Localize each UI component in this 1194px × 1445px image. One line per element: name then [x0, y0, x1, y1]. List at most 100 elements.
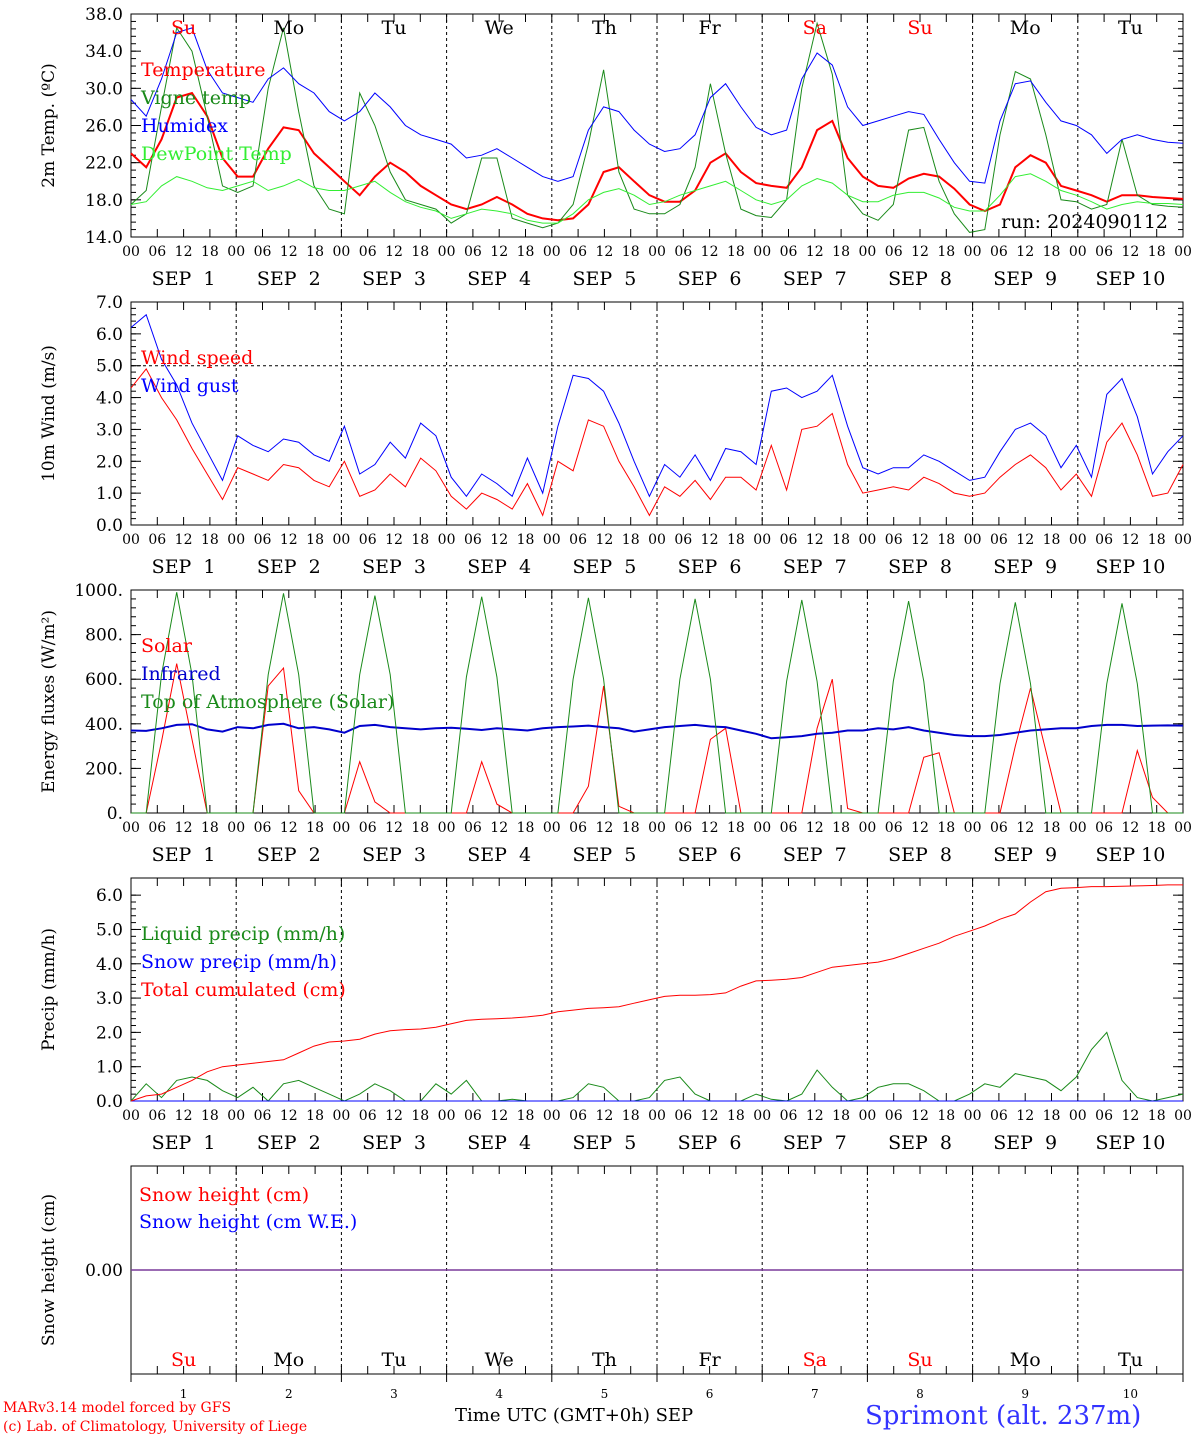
y-tick-label: 0.00 — [85, 1261, 123, 1281]
date-label: SEP 3 — [362, 1132, 426, 1154]
series-line-wind-speed — [130, 367, 1184, 517]
hour-tick-label: 12 — [175, 244, 193, 260]
date-label: SEP 10 — [1095, 844, 1165, 866]
hour-tick-label: 06 — [254, 244, 272, 260]
hour-tick-label: 12 — [595, 820, 613, 836]
weekday-label-top: Tu — [382, 17, 407, 39]
weekday-label-top: Tu — [1118, 17, 1143, 39]
weekday-label-bottom: Su — [907, 1349, 932, 1371]
hour-tick-label: 00 — [1174, 1108, 1192, 1124]
legend-entry: Snow precip (mm/h) — [141, 951, 337, 973]
hour-tick-label: 06 — [885, 820, 903, 836]
hour-tick-label: 00 — [1069, 244, 1087, 260]
date-label: SEP 8 — [888, 268, 952, 290]
hour-tick-label: 12 — [806, 244, 824, 260]
hour-tick-label: 12 — [280, 1108, 298, 1124]
hour-tick-label: 00 — [964, 1108, 982, 1124]
hour-tick-label: 12 — [595, 532, 613, 548]
hour-tick-label: 12 — [280, 244, 298, 260]
hour-tick-label: 00 — [1174, 532, 1192, 548]
day-number-label: 3 — [390, 1387, 398, 1401]
hour-tick-label: 06 — [148, 1108, 166, 1124]
hour-tick-label: 18 — [306, 820, 324, 836]
y-tick-label: 3.0 — [96, 989, 123, 1009]
hour-tick-label: 18 — [411, 820, 429, 836]
hour-tick-label: 06 — [464, 1108, 482, 1124]
hour-tick-label: 18 — [1148, 820, 1166, 836]
legend-entry: DewPoint Temp — [141, 143, 292, 165]
panel-2: 0.0 1.0 2.0 3.0 4.0 5.0 6.0 7.0 10m Wind (m/s) Wi… — [39, 293, 1192, 578]
hour-tick-label: 18 — [1043, 244, 1061, 260]
hour-tick-label: 12 — [806, 532, 824, 548]
y-tick-label: 4.0 — [96, 389, 123, 409]
hour-tick-label: 00 — [332, 244, 350, 260]
hour-tick-label: 18 — [622, 244, 640, 260]
hour-tick-label: 18 — [1043, 532, 1061, 548]
hour-tick-label: 06 — [569, 532, 587, 548]
y-axis-label: Snow height (cm) — [39, 1194, 59, 1346]
hour-tick-label: 00 — [227, 820, 245, 836]
date-label: SEP 2 — [257, 556, 321, 578]
hour-tick-label: 00 — [543, 820, 561, 836]
hour-tick-label: 18 — [727, 1108, 745, 1124]
legend-entry: Total cumulated (cm) — [141, 979, 346, 1001]
y-tick-label: 0.0 — [96, 516, 123, 536]
hour-tick-label: 00 — [753, 1108, 771, 1124]
hour-tick-label: 06 — [464, 244, 482, 260]
hour-tick-label: 18 — [1148, 1108, 1166, 1124]
date-label: SEP 5 — [572, 1132, 636, 1154]
hour-tick-label: 12 — [701, 1108, 719, 1124]
hour-tick-label: 12 — [490, 244, 508, 260]
date-label: SEP 8 — [888, 1132, 952, 1154]
hour-tick-label: 12 — [1016, 532, 1034, 548]
hour-tick-label: 00 — [648, 532, 666, 548]
hour-tick-label: 06 — [148, 532, 166, 548]
hour-tick-label: 18 — [727, 532, 745, 548]
date-label: SEP 10 — [1095, 268, 1165, 290]
day-number-label: 10 — [1123, 1387, 1138, 1401]
hour-tick-label: 06 — [990, 820, 1008, 836]
series-line-dewpoint-temp — [130, 173, 1184, 224]
weekday-label-top: We — [485, 17, 514, 39]
hour-tick-label: 18 — [937, 820, 955, 836]
hour-tick-label: 06 — [674, 244, 692, 260]
date-label: SEP 6 — [678, 556, 742, 578]
y-tick-label: 22.0 — [85, 154, 123, 174]
hour-tick-label: 12 — [385, 1108, 403, 1124]
legend-entry: Wind gust — [141, 375, 239, 397]
weekday-label-bottom: Mo — [273, 1349, 304, 1371]
hour-tick-label: 18 — [622, 1108, 640, 1124]
hour-tick-label: 06 — [674, 820, 692, 836]
hour-tick-label: 18 — [832, 820, 850, 836]
hour-tick-label: 12 — [701, 244, 719, 260]
hour-tick-label: 06 — [359, 1108, 377, 1124]
x-axis-title: Time UTC (GMT+0h) SEP — [455, 1405, 694, 1426]
credit-model: MARv3.14 model forced by GFS — [3, 1400, 232, 1416]
hour-tick-label: 00 — [438, 1108, 456, 1124]
date-label: SEP 9 — [993, 1132, 1057, 1154]
hour-tick-label: 12 — [385, 532, 403, 548]
y-tick-label: 6.0 — [96, 886, 123, 906]
hour-tick-label: 00 — [332, 1108, 350, 1124]
hour-tick-label: 06 — [990, 244, 1008, 260]
legend-entry: Vigne temp — [140, 87, 251, 109]
hour-tick-label: 12 — [911, 532, 929, 548]
hour-tick-label: 06 — [780, 820, 798, 836]
hour-tick-label: 12 — [595, 244, 613, 260]
hour-tick-label: 00 — [964, 820, 982, 836]
date-label: SEP 10 — [1095, 1132, 1165, 1154]
panel-frame — [130, 301, 1184, 526]
hour-tick-label: 12 — [490, 532, 508, 548]
date-label: SEP 6 — [678, 268, 742, 290]
hour-tick-label: 00 — [438, 532, 456, 548]
date-label: SEP 5 — [572, 268, 636, 290]
hour-tick-label: 00 — [1069, 532, 1087, 548]
hour-tick-label: 00 — [227, 244, 245, 260]
hour-tick-label: 18 — [201, 820, 219, 836]
hour-tick-label: 18 — [306, 1108, 324, 1124]
hour-tick-label: 00 — [964, 244, 982, 260]
weekday-label-bottom: Su — [171, 1349, 196, 1371]
y-tick-label: 1.0 — [96, 484, 123, 504]
legend-entry: Wind speed — [141, 347, 253, 369]
hour-tick-label: 18 — [517, 820, 535, 836]
